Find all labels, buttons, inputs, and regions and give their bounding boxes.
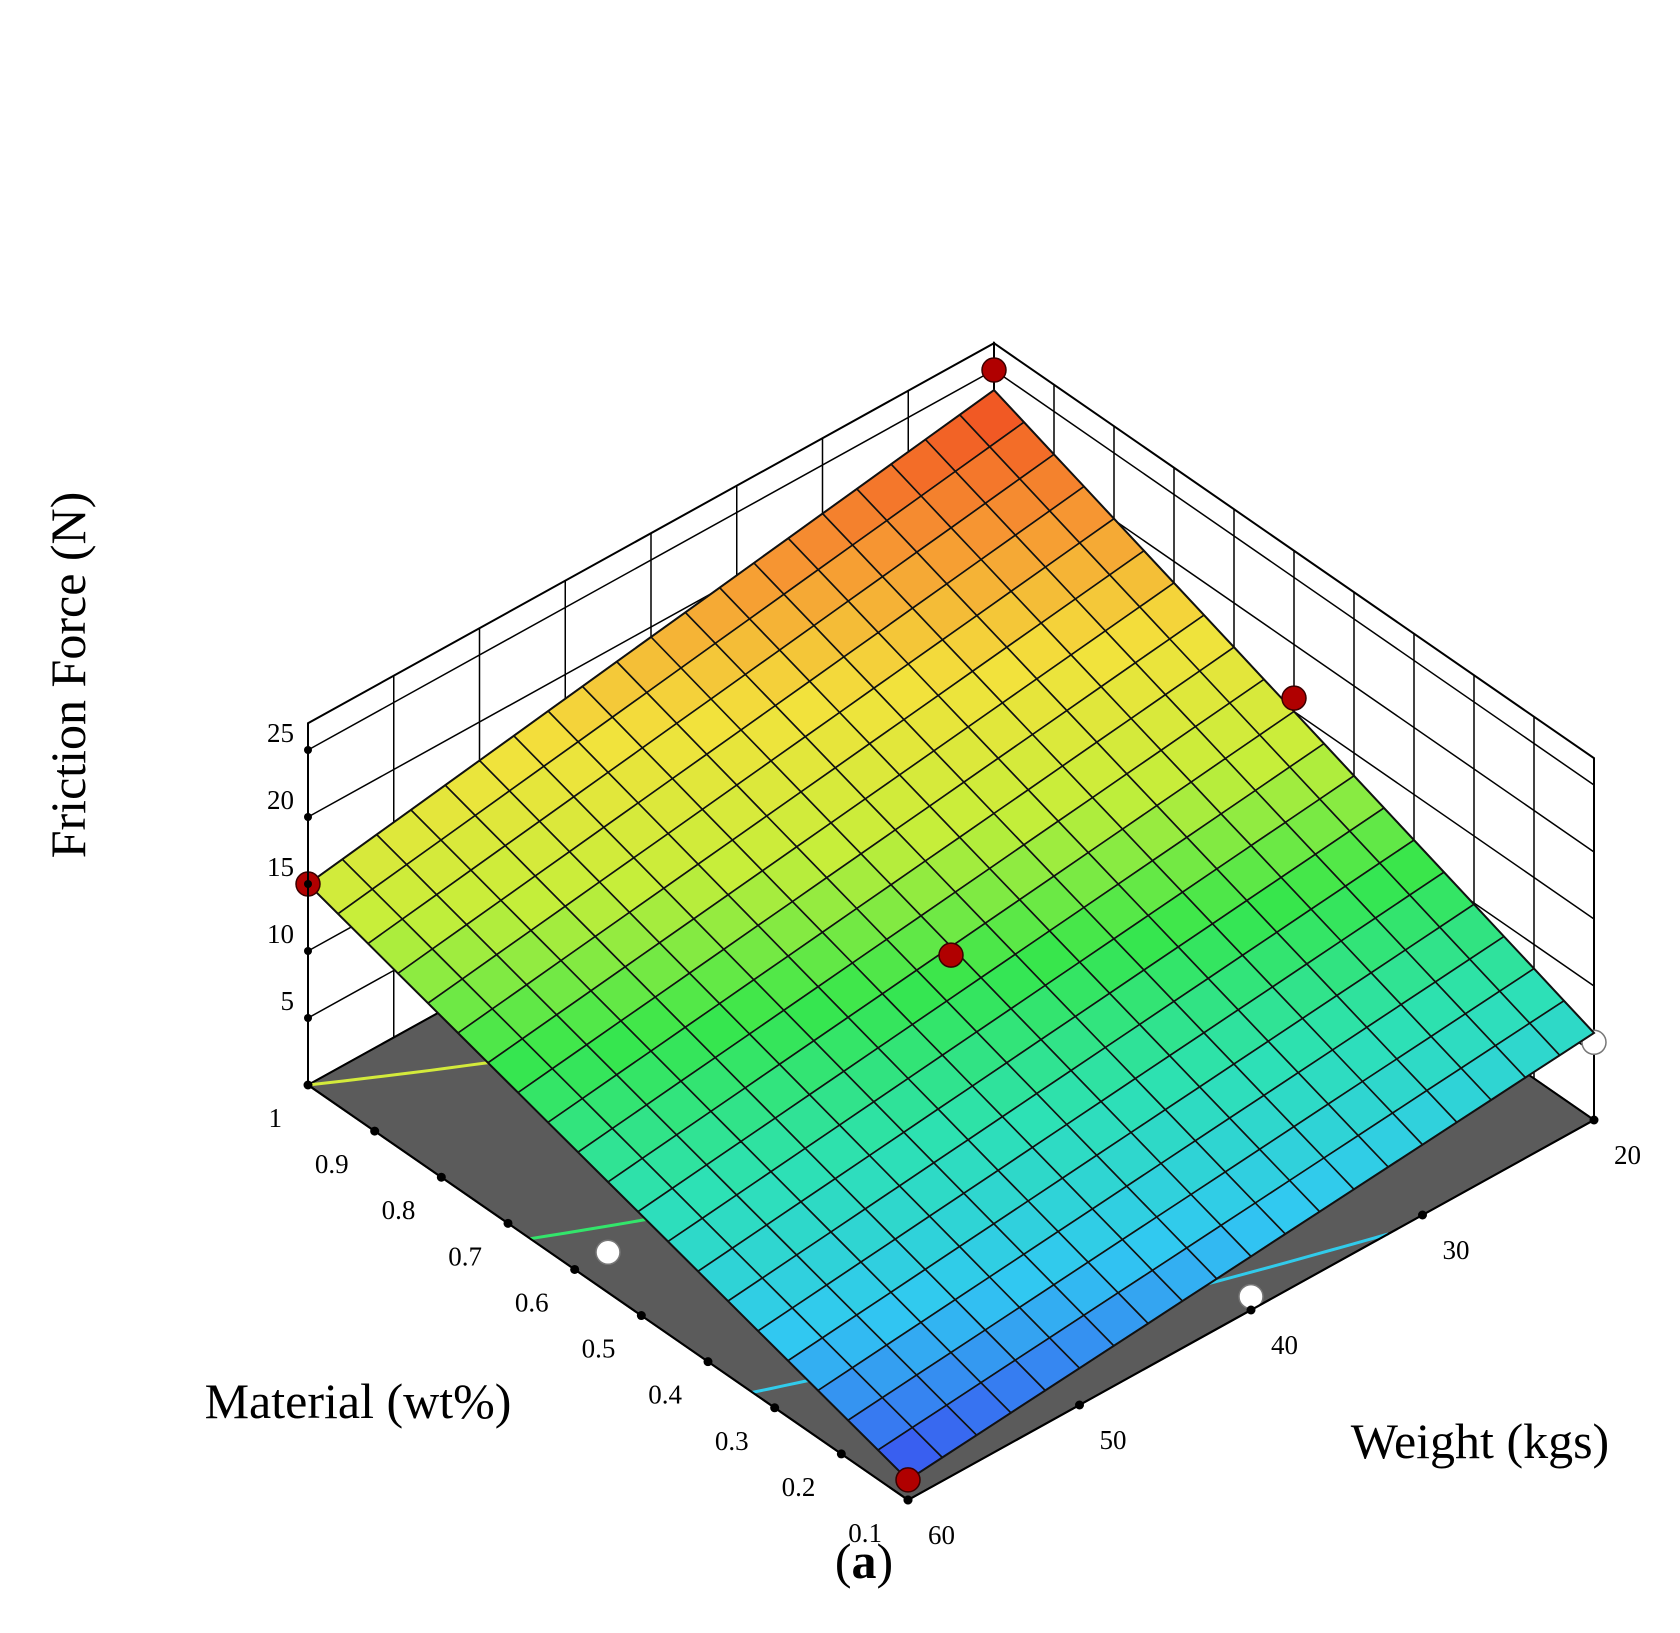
material-tick-label: 0.2 — [782, 1472, 816, 1502]
weight-tick-label: 40 — [1271, 1330, 1298, 1360]
weight-tick-label: 30 — [1443, 1235, 1470, 1265]
design-point-above — [1281, 685, 1307, 711]
z-tick-label: 10 — [267, 919, 294, 949]
caption-close: ) — [877, 1533, 894, 1589]
weight-axis-title: Weight (kgs) — [1351, 1413, 1609, 1469]
caption-open: ( — [835, 1533, 852, 1589]
material-tick-mark — [303, 1080, 313, 1090]
material-tick-label: 0.7 — [448, 1241, 482, 1271]
z-tick-label: 15 — [267, 852, 294, 882]
material-tick-label: 0.4 — [648, 1380, 682, 1410]
weight-tick-mark — [1418, 1210, 1427, 1220]
z-axis-title: Friction Force (N) — [40, 492, 96, 859]
weight-tick-mark — [1246, 1305, 1256, 1315]
caption-letter: a — [852, 1533, 877, 1589]
material-tick-label: 0.9 — [315, 1149, 349, 1179]
design-point-above — [938, 942, 964, 968]
material-tick-mark — [703, 1357, 713, 1367]
material-tick-label: 0.1 — [848, 1518, 882, 1548]
response-surface — [307, 389, 1595, 1481]
material-tick-mark — [436, 1172, 446, 1182]
z-tick-label: 25 — [267, 718, 294, 748]
material-tick-mark — [370, 1126, 380, 1136]
z-tick-mark — [304, 746, 312, 754]
material-tick-mark — [636, 1311, 646, 1321]
z-tick-mark — [304, 947, 312, 955]
z-tick-mark — [304, 880, 312, 888]
design-point-above — [895, 1467, 921, 1493]
material-tick-mark — [570, 1264, 580, 1274]
points-below-surface — [595, 1029, 1607, 1310]
material-tick-label: 1 — [269, 1103, 283, 1133]
material-tick-label: 0.6 — [515, 1287, 549, 1317]
weight-tick-mark — [903, 1495, 913, 1505]
weight-tick-mark — [1589, 1115, 1599, 1125]
material-tick-mark — [836, 1449, 846, 1459]
material-tick-label: 0.5 — [582, 1334, 616, 1364]
material-tick-label: 0.3 — [715, 1426, 749, 1456]
z-tick-label: 5 — [281, 986, 295, 1016]
material-axis-title: Material (wt%) — [205, 1373, 512, 1429]
material-axis-line — [307, 1084, 909, 1501]
z-tick-mark — [304, 813, 312, 821]
material-tick-mark — [770, 1403, 780, 1413]
z-tick-label: 20 — [267, 785, 294, 815]
figure-caption: (a) — [835, 1533, 893, 1589]
weight-tick-label: 20 — [1614, 1140, 1641, 1170]
axes: 5 10 15 20 25 0.1 0.2 0.3 0.4 0.5 0.6 0.7 0.8 0.9 1 20 3… — [267, 718, 1641, 1550]
material-tick-label: 0.8 — [382, 1195, 416, 1225]
material-tick-mark — [503, 1218, 513, 1228]
weight-tick-label: 60 — [928, 1520, 955, 1550]
design-point-below — [595, 1239, 621, 1266]
design-point-above — [981, 357, 1007, 383]
weight-tick-mark — [1075, 1400, 1084, 1410]
z-tick-mark — [304, 1014, 312, 1022]
weight-tick-label: 50 — [1100, 1425, 1127, 1455]
